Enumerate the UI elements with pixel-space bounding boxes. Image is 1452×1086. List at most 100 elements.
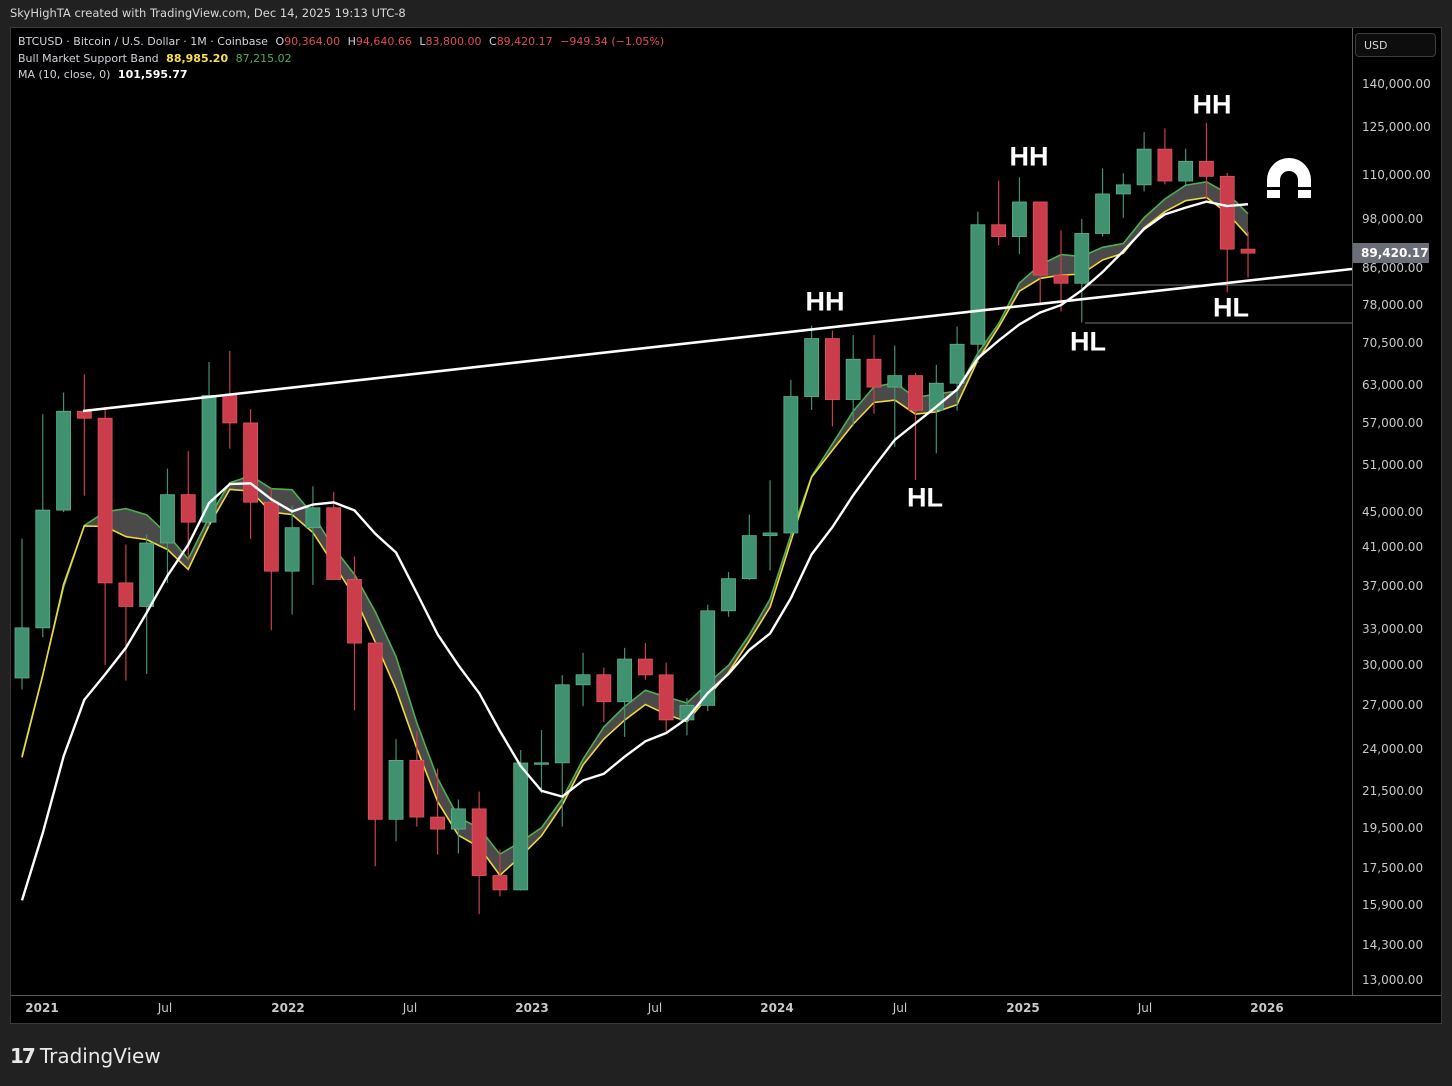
candle[interactable] <box>492 849 508 897</box>
candle[interactable] <box>866 335 882 414</box>
candle[interactable] <box>1032 201 1048 304</box>
close-label: C <box>489 35 497 48</box>
price-tick: 98,000.00 <box>1362 211 1424 226</box>
price-tick: 140,000.00 <box>1362 77 1431 91</box>
candle[interactable] <box>222 350 238 449</box>
candle[interactable] <box>721 571 736 617</box>
symbol-row[interactable]: BTCUSD · Bitcoin / U.S. Dollar · 1M · Co… <box>18 34 664 51</box>
candle[interactable] <box>638 643 653 680</box>
candle[interactable] <box>76 374 92 496</box>
candle[interactable] <box>35 414 51 638</box>
candle[interactable] <box>825 330 840 427</box>
candle[interactable] <box>1178 148 1194 185</box>
candle[interactable] <box>243 409 258 540</box>
candle[interactable] <box>97 406 113 666</box>
candle[interactable] <box>513 750 529 891</box>
high-value: 94,640.66 <box>355 35 412 48</box>
bull-band-upper-line[interactable] <box>21 196 1249 877</box>
time-tick: Jul <box>157 1001 173 1015</box>
close-value: 89,420.17 <box>496 35 553 48</box>
higher-high-label[interactable]: HH <box>1009 141 1049 172</box>
candle[interactable] <box>617 647 633 737</box>
candle[interactable] <box>450 799 466 854</box>
candle[interactable] <box>139 534 155 674</box>
candle[interactable] <box>908 372 923 480</box>
candle[interactable] <box>804 325 820 410</box>
candle[interactable] <box>845 335 861 426</box>
candle[interactable] <box>741 514 757 580</box>
price-tick: 45,000.00 <box>1362 505 1424 520</box>
candle[interactable] <box>1074 218 1090 323</box>
chart-legend: BTCUSD · Bitcoin / U.S. Dollar · 1M · Co… <box>18 34 664 84</box>
currency-button[interactable]: USD <box>1355 33 1436 57</box>
price-tick: 27,000.00 <box>1362 697 1424 712</box>
candle[interactable] <box>991 180 1007 246</box>
candle[interactable] <box>326 492 342 580</box>
candle[interactable] <box>1115 173 1131 218</box>
ma-10-line[interactable] <box>20 200 1249 901</box>
open-value: 90,364.00 <box>284 35 341 48</box>
candle[interactable] <box>575 652 591 707</box>
candle[interactable] <box>762 480 778 571</box>
higher-low-label[interactable]: HL <box>1213 292 1249 323</box>
candle[interactable] <box>1157 128 1173 185</box>
candle[interactable] <box>1219 172 1235 293</box>
candle[interactable] <box>118 544 134 681</box>
candle[interactable] <box>658 662 674 732</box>
change-value: −949.34 (−1.05%) <box>560 35 665 48</box>
low-label: L <box>419 35 426 48</box>
price-axis[interactable] <box>1352 28 1442 996</box>
higher-low-label[interactable]: HL <box>907 482 943 513</box>
candle[interactable] <box>1136 132 1152 192</box>
bull-band-fill <box>22 181 1248 876</box>
attribution-text: SkyHighTA created with TradingView.com, … <box>10 6 406 20</box>
candle[interactable] <box>430 768 446 855</box>
candle[interactable] <box>14 538 30 690</box>
band-indicator-row[interactable]: Bull Market Support Band 88,985.20 87,21… <box>18 51 664 68</box>
ma-indicator-row[interactable]: MA (10, close, 0) 101,595.77 <box>18 67 664 84</box>
candle[interactable] <box>471 791 487 915</box>
candle[interactable] <box>347 556 362 711</box>
candle[interactable] <box>596 667 612 722</box>
candle[interactable] <box>388 739 404 842</box>
candle[interactable] <box>409 730 425 827</box>
higher-low-label[interactable]: HL <box>1070 326 1106 357</box>
candle[interactable] <box>263 487 279 631</box>
band-upper-value: 88,985.20 <box>166 51 229 65</box>
price-tick: 41,000.00 <box>1362 540 1424 555</box>
candle[interactable] <box>1012 177 1027 255</box>
candle[interactable] <box>201 361 217 527</box>
price-tick: 125,000.00 <box>1362 119 1431 134</box>
candle[interactable] <box>534 730 549 794</box>
candle[interactable] <box>160 468 175 583</box>
candle[interactable] <box>305 486 321 585</box>
ma-value: 101,595.77 <box>117 68 188 81</box>
resistance-trendline[interactable] <box>82 267 1352 413</box>
candle[interactable] <box>949 326 965 411</box>
higher-high-label[interactable]: HH <box>805 286 845 317</box>
candle[interactable] <box>700 604 716 712</box>
candle[interactable] <box>970 211 986 364</box>
time-tick: 2021 <box>25 1001 59 1015</box>
candle[interactable] <box>284 505 300 615</box>
attribution-bar: SkyHighTA created with TradingView.com, … <box>0 0 1452 26</box>
candle[interactable] <box>1199 123 1214 198</box>
candle[interactable] <box>783 379 799 540</box>
higher-high-label[interactable]: HH <box>1192 89 1232 120</box>
band-indicator-label: Bull Market Support Band <box>18 51 159 65</box>
magnet-icon <box>1265 158 1313 198</box>
price-tick: 13,000.00 <box>1362 973 1424 988</box>
candle[interactable] <box>887 345 903 447</box>
candle[interactable] <box>367 641 383 867</box>
price-tick: 51,000.00 <box>1362 457 1424 472</box>
candle[interactable] <box>1095 168 1110 237</box>
candle[interactable] <box>554 675 570 827</box>
candle[interactable] <box>928 364 944 454</box>
candle[interactable] <box>1053 230 1069 312</box>
tradingview-brand: 17 TradingView <box>10 1043 161 1069</box>
price-tick: 30,000.00 <box>1362 658 1424 673</box>
candle[interactable] <box>56 392 71 513</box>
time-tick: 2026 <box>1250 1001 1284 1015</box>
candle[interactable] <box>1240 231 1256 278</box>
